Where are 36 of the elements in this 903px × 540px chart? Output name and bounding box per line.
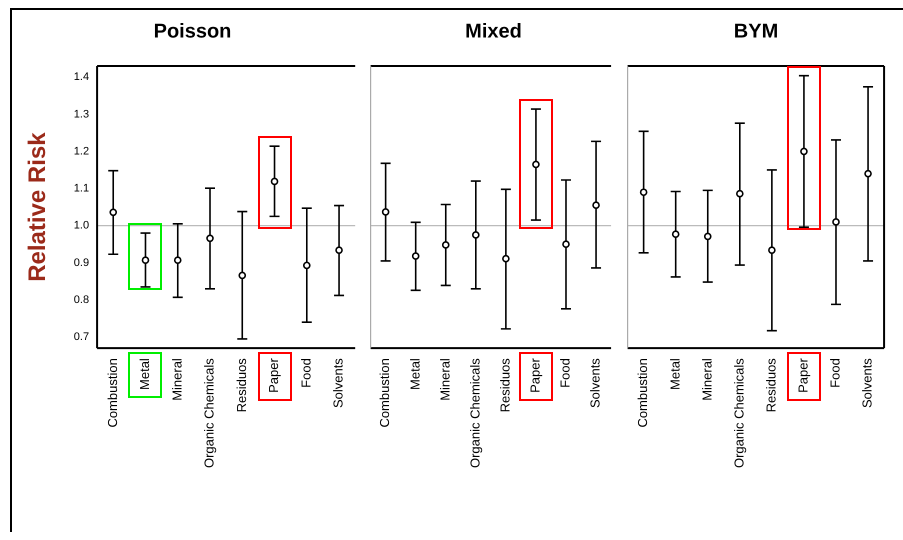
y-axis-title: Relative Risk: [24, 132, 52, 282]
chart-title: Mixed: [465, 20, 522, 43]
x-tick-label: Residuos: [234, 358, 249, 412]
x-tick-label: Metal: [407, 358, 422, 390]
x-tick-label: Mineral: [699, 358, 714, 401]
x-tick-label: Mineral: [437, 358, 452, 401]
x-tick-label: Organic Chemicals: [202, 358, 217, 468]
y-tick-label: 1.0: [74, 220, 90, 232]
x-tick-label: Residuos: [497, 358, 512, 412]
x-tick-label: Mineral: [169, 358, 184, 401]
x-tick-label: Paper: [266, 358, 282, 393]
x-tick-label: Solvents: [330, 358, 346, 408]
chart-title: BYM: [734, 20, 778, 43]
y-tick-label: 0.8: [74, 294, 90, 306]
y-tick-label: 0.9: [74, 256, 90, 269]
y-tick-label: 1.2: [74, 145, 90, 158]
x-tick-label: Food: [298, 358, 314, 388]
x-tick-label: Paper: [796, 358, 811, 393]
y-tick-label: 1.4: [74, 71, 90, 84]
x-tick-label: Paper: [528, 358, 543, 393]
x-tick-label: Food: [558, 358, 573, 388]
x-tick-label: Combustion: [635, 358, 650, 428]
x-tick-label: Residuos: [763, 358, 778, 412]
x-tick-label: Food: [828, 358, 843, 388]
x-tick-label: Solvents: [860, 358, 875, 408]
x-tick-label: Combustion: [104, 358, 120, 428]
x-tick-label: Organic Chemicals: [731, 358, 746, 468]
x-tick-label: Organic Chemicals: [467, 358, 482, 468]
y-tick-label: 1.3: [74, 108, 90, 120]
chart-title: Poisson: [154, 20, 232, 43]
y-tick-label: 1.1: [74, 182, 90, 195]
x-tick-label: Combustion: [377, 358, 392, 428]
x-tick-label: Solvents: [588, 358, 603, 408]
x-tick-label: Metal: [667, 358, 682, 390]
x-tick-label: Metal: [137, 358, 152, 390]
y-tick-label: 0.7: [74, 331, 90, 344]
